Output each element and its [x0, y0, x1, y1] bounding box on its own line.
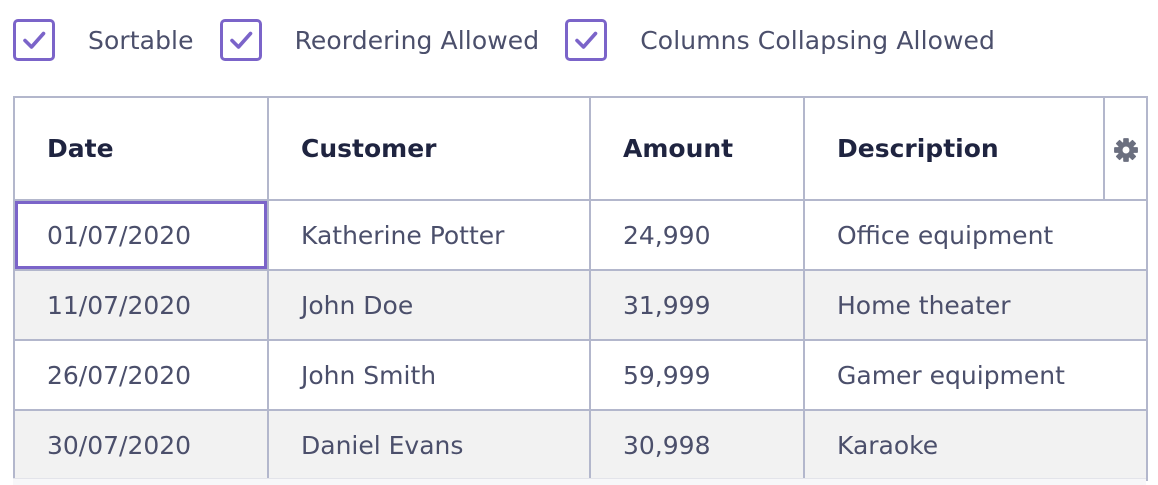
cell-amount[interactable]: 24,990: [589, 199, 805, 271]
cell-customer[interactable]: John Doe: [267, 269, 591, 341]
checkmark-icon: [575, 31, 598, 49]
column-header-description[interactable]: Description: [803, 96, 1105, 201]
grid-horizontal-scrollbar[interactable]: [13, 478, 1146, 485]
cell-date[interactable]: 30/07/2020: [13, 409, 269, 481]
column-collapse-menu[interactable]: [1103, 96, 1148, 201]
cell-date[interactable]: 26/07/2020: [13, 339, 269, 411]
cell-description[interactable]: Karaoke: [803, 409, 1148, 481]
cell-description[interactable]: Gamer equipment: [803, 339, 1148, 411]
checkmark-icon: [229, 31, 252, 49]
checkmark-icon: [23, 31, 46, 49]
column-header-amount[interactable]: Amount: [589, 96, 805, 201]
table-row[interactable]: 30/07/2020 Daniel Evans 30,998 Karaoke: [13, 409, 1148, 481]
gear-icon[interactable]: [1113, 137, 1139, 163]
sortable-checkbox[interactable]: [13, 19, 55, 61]
cell-amount[interactable]: 30,998: [589, 409, 805, 481]
columns-collapsing-allowed-label: Columns Collapsing Allowed: [640, 25, 996, 55]
option-reordering-allowed[interactable]: Reordering Allowed: [219, 19, 540, 61]
table-row[interactable]: 11/07/2020 John Doe 31,999 Home theater: [13, 269, 1148, 341]
option-columns-collapsing-allowed[interactable]: Columns Collapsing Allowed: [565, 19, 995, 61]
reordering-allowed-label: Reordering Allowed: [294, 25, 540, 55]
cell-customer[interactable]: John Smith: [267, 339, 591, 411]
option-sortable[interactable]: Sortable: [13, 19, 194, 61]
cell-description[interactable]: Home theater: [803, 269, 1148, 341]
table-row[interactable]: 01/07/2020 Katherine Potter 24,990 Offic…: [13, 199, 1148, 271]
grid-header-row: Date Customer Amount Description: [13, 96, 1148, 201]
grid-options-toolbar: Sortable Reordering Allowed Columns Coll…: [13, 16, 995, 64]
cell-customer[interactable]: Daniel Evans: [267, 409, 591, 481]
column-header-customer[interactable]: Customer: [267, 96, 591, 201]
data-grid: Date Customer Amount Description: [13, 96, 1148, 481]
column-header-date[interactable]: Date: [13, 96, 269, 201]
cell-amount[interactable]: 59,999: [589, 339, 805, 411]
cell-date[interactable]: 01/07/2020: [13, 199, 269, 271]
cell-customer[interactable]: Katherine Potter: [267, 199, 591, 271]
cell-amount[interactable]: 31,999: [589, 269, 805, 341]
table-row[interactable]: 26/07/2020 John Smith 59,999 Gamer equip…: [13, 339, 1148, 411]
cell-description[interactable]: Office equipment: [803, 199, 1148, 271]
cell-date[interactable]: 11/07/2020: [13, 269, 269, 341]
reordering-allowed-checkbox[interactable]: [219, 19, 262, 61]
columns-collapsing-allowed-checkbox[interactable]: [565, 19, 608, 61]
sortable-label: Sortable: [88, 25, 194, 55]
